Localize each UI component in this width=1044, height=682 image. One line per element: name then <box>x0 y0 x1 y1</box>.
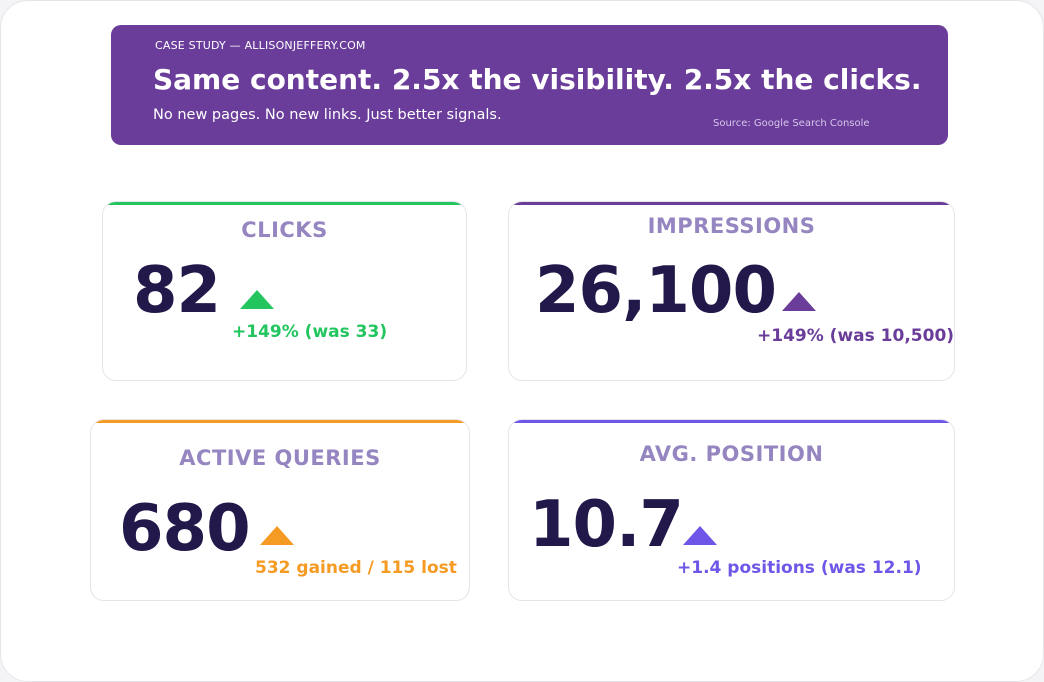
clicks-value: 82 <box>133 254 221 328</box>
impressions-value: 26,100 <box>535 254 777 328</box>
avg-position-label: AVG. POSITION <box>639 442 824 466</box>
triangle-up-icon <box>240 290 274 309</box>
impressions-label: IMPRESSIONS <box>647 214 816 238</box>
clicks-card: CLICKS 82 +149% (was 33) <box>102 201 467 381</box>
impressions-card: IMPRESSIONS 26,100 +149% (was 10,500) <box>508 201 955 381</box>
clicks-label: CLICKS <box>241 218 328 242</box>
subheadline: No new pages. No new links. Just better … <box>153 107 502 123</box>
active-queries-accent-bar <box>91 420 469 423</box>
clicks-accent-bar <box>103 202 466 205</box>
impressions-delta: +149% (was 10,500) <box>757 326 955 346</box>
headline: Same content. 2.5x the visibility. 2.5x … <box>153 63 922 96</box>
impressions-accent-bar <box>509 202 954 205</box>
source-note: Source: Google Search Console <box>713 118 870 129</box>
avg-position-value: 10.7 <box>529 488 684 562</box>
clicks-delta: +149% (was 33) <box>232 322 388 342</box>
active-queries-value: 680 <box>119 492 251 566</box>
triangle-up-icon <box>260 526 294 545</box>
avg-position-card: AVG. POSITION 10.7 +1.4 positions (was 1… <box>508 419 955 601</box>
active-queries-label: ACTIVE QUERIES <box>179 446 381 470</box>
triangle-up-icon <box>683 526 717 545</box>
header-banner: CASE STUDY — ALLISONJEFFERY.COM Same con… <box>111 25 948 145</box>
active-queries-delta: 532 gained / 115 lost <box>255 558 457 578</box>
avg-position-accent-bar <box>509 420 954 423</box>
avg-position-delta: +1.4 positions (was 12.1) <box>677 558 922 578</box>
active-queries-card: ACTIVE QUERIES 680 532 gained / 115 lost <box>90 419 470 601</box>
case-study-kicker: CASE STUDY — ALLISONJEFFERY.COM <box>155 39 366 52</box>
triangle-up-icon <box>782 292 816 311</box>
